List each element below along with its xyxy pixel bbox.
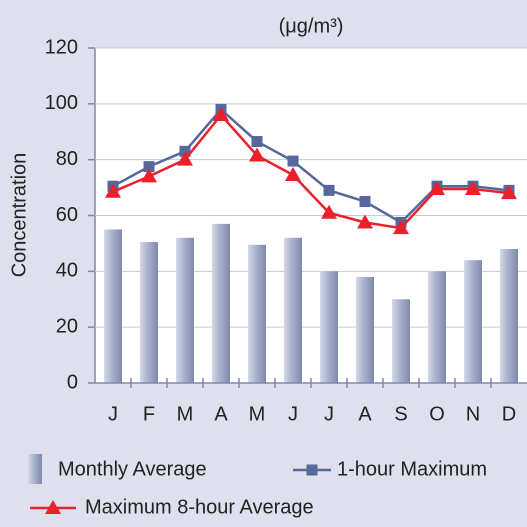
bar [104, 229, 122, 383]
marker [251, 136, 263, 148]
marker [213, 107, 229, 121]
x-tick-label: A [358, 403, 372, 425]
y-tick-label: 60 [56, 204, 78, 226]
legend-swatch [28, 454, 42, 484]
x-tick-label: J [324, 403, 334, 425]
marker [141, 168, 157, 183]
marker [105, 183, 121, 198]
marker [179, 145, 191, 157]
y-tick-label: 40 [56, 260, 78, 282]
marker [143, 161, 155, 173]
x-tick-label: J [288, 403, 298, 425]
bar [212, 223, 230, 383]
marker [177, 151, 193, 166]
bar [392, 299, 410, 383]
unit-label: (μg/m³) [279, 15, 344, 37]
y-tick-label: 100 [45, 92, 78, 114]
bar [500, 249, 518, 383]
bar [356, 276, 374, 383]
marker [249, 147, 265, 162]
y-tick-label: 120 [45, 36, 78, 58]
legend-marker [306, 464, 318, 476]
x-tick-label: D [502, 403, 516, 425]
x-tick-label: J [108, 403, 118, 425]
y-tick-label: 0 [67, 371, 78, 393]
marker [287, 155, 299, 167]
bar [464, 260, 482, 383]
legend-label: Maximum 8-hour Average [85, 496, 314, 518]
x-tick-label: S [394, 403, 407, 425]
x-tick-label: M [249, 403, 266, 425]
marker [465, 180, 481, 195]
line [112, 107, 510, 225]
legend-label: Monthly Average [58, 458, 207, 480]
y-tick-label: 20 [56, 315, 78, 337]
y-tick-label: 80 [56, 148, 78, 170]
bar [284, 237, 302, 383]
bar [248, 244, 266, 383]
bar [176, 237, 194, 383]
x-tick-label: F [143, 403, 155, 425]
marker [357, 214, 373, 229]
x-tick-label: O [429, 403, 445, 425]
marker [429, 180, 445, 195]
marker [501, 185, 517, 200]
marker [393, 220, 409, 235]
bar [320, 271, 338, 383]
x-tick-label: N [466, 403, 480, 425]
x-tick-label: A [214, 403, 228, 425]
legend-label: 1-hour Maximum [337, 458, 487, 480]
y-axis-label: Concentration [8, 153, 30, 278]
marker [359, 196, 371, 208]
legend-marker [45, 500, 61, 514]
bar [140, 242, 158, 383]
x-tick-label: M [177, 403, 194, 425]
marker [321, 204, 337, 219]
marker [323, 184, 335, 196]
bar [428, 271, 446, 383]
marker [285, 167, 301, 182]
